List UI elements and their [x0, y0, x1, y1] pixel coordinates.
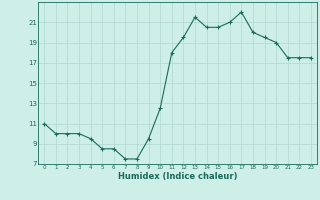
X-axis label: Humidex (Indice chaleur): Humidex (Indice chaleur): [118, 172, 237, 181]
